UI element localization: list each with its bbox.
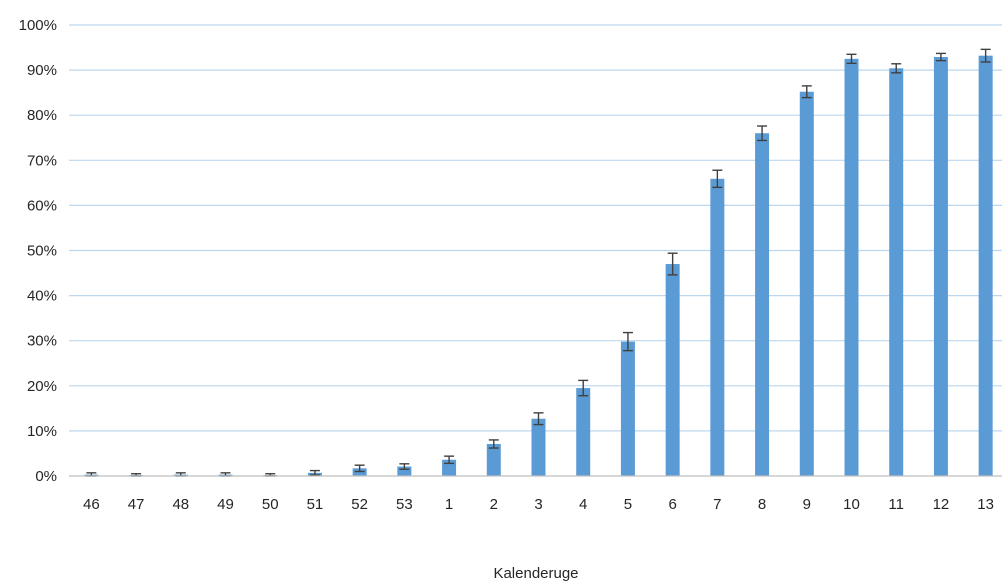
y-tick-label: 0% <box>35 468 57 485</box>
y-tick-label: 100% <box>19 17 57 34</box>
error-bar <box>622 331 633 352</box>
x-tick-label: 12 <box>933 496 950 513</box>
x-tick-label: 52 <box>351 496 368 513</box>
y-tick-label: 50% <box>27 243 57 260</box>
y-tick-label: 30% <box>27 333 57 350</box>
y-tick-label: 40% <box>27 288 57 305</box>
bar <box>397 466 412 476</box>
y-tick-label: 60% <box>27 197 57 214</box>
error-bar <box>801 85 812 99</box>
y-tick-label: 70% <box>27 152 57 169</box>
error-bar <box>399 463 410 470</box>
y-tick-label: 20% <box>27 378 57 395</box>
bar <box>531 418 546 476</box>
bar <box>665 264 680 476</box>
x-tick-label: 9 <box>803 496 811 513</box>
x-tick-label: 47 <box>128 496 145 513</box>
x-tick-label: 53 <box>396 496 413 513</box>
bar <box>486 443 501 476</box>
y-tick-label: 80% <box>27 107 57 124</box>
x-tick-label: 7 <box>713 496 721 513</box>
error-bar <box>667 252 678 276</box>
error-bars <box>86 48 991 477</box>
x-tick-label: 11 <box>888 496 904 513</box>
error-bar <box>533 412 544 426</box>
x-tick-label: 13 <box>977 496 994 513</box>
x-axis-tick-labels: 46 47 48 49 50 51 52 53 1 2 3 4 5 6 7 8 9 10 11 12 13 <box>83 496 994 513</box>
error-bar <box>309 469 320 476</box>
y-axis-tick-labels: 0% 10% 20% 30% 40% 50% 60% 70% 80% 90% 100% <box>19 17 57 485</box>
error-bar <box>980 48 991 63</box>
x-tick-label: 49 <box>217 496 234 513</box>
x-tick-label: 3 <box>534 496 542 513</box>
bars <box>84 55 993 477</box>
y-tick-label: 10% <box>27 423 57 440</box>
x-tick-label: 48 <box>172 496 189 513</box>
x-tick-label: 4 <box>579 496 587 513</box>
error-bar <box>846 53 857 65</box>
x-tick-label: 8 <box>758 496 766 513</box>
x-tick-label: 46 <box>83 496 100 513</box>
error-bar <box>354 464 365 473</box>
error-bar <box>444 455 455 465</box>
x-tick-label: 6 <box>668 496 676 513</box>
bar <box>576 388 591 476</box>
error-bar <box>935 52 946 62</box>
bar <box>933 57 948 477</box>
gridlines <box>69 24 1002 432</box>
bar <box>710 178 725 476</box>
error-bar <box>578 379 589 397</box>
x-tick-label: 51 <box>307 496 324 513</box>
bar <box>799 91 814 477</box>
bar <box>978 55 993 476</box>
bar <box>755 133 770 477</box>
error-bar <box>757 125 768 142</box>
x-tick-label: 1 <box>445 496 453 513</box>
x-tick-label: 50 <box>262 496 279 513</box>
error-bar <box>712 169 723 189</box>
x-tick-label: 2 <box>490 496 498 513</box>
bar <box>844 58 859 476</box>
x-tick-label: 5 <box>624 496 632 513</box>
bar <box>889 68 904 477</box>
x-axis-title: Kalenderuge <box>493 565 578 582</box>
bar <box>620 341 635 476</box>
x-tick-label: 10 <box>843 496 860 513</box>
error-bar <box>891 63 902 74</box>
error-bar <box>488 439 499 449</box>
y-tick-label: 90% <box>27 62 57 79</box>
